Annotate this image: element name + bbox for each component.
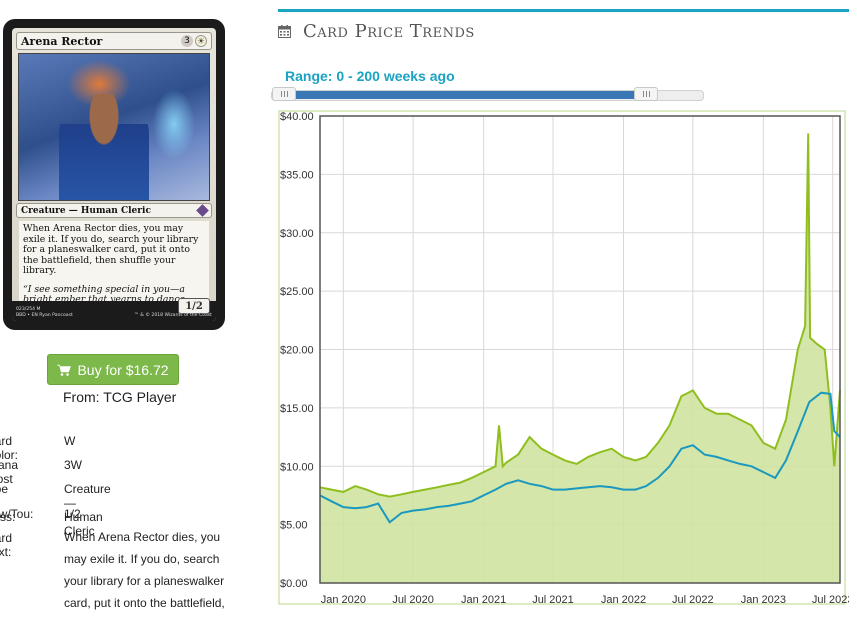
card-name: Arena Rector	[21, 34, 103, 48]
detail-value-type: Creature — Human Cleric	[64, 482, 111, 538]
slider-handle-min[interactable]	[272, 87, 296, 101]
card-collector-info: 023/254 M BBD • EN Ryan Pancoast	[16, 307, 73, 319]
slider-range-fill	[277, 91, 645, 99]
y-tick-label: $40.00	[280, 111, 314, 123]
card-footer: 023/254 M BBD • EN Ryan Pancoast ™ & © 2…	[16, 305, 212, 319]
generic-mana-symbol: 3	[181, 35, 193, 47]
detail-value-mana-cost: 3W	[64, 458, 82, 472]
detail-value-color: W	[64, 434, 76, 448]
x-tick-label: Jan 2022	[601, 594, 646, 606]
x-tick-label: Jan 2020	[321, 594, 366, 606]
set-language: BBD • EN	[16, 313, 38, 318]
y-tick-label: $20.00	[280, 345, 314, 357]
chart-axes: $0.00 $5.00 $10.00 $15.00 $20.00 $25.00 $30.00…	[280, 111, 849, 606]
card-art	[18, 53, 210, 201]
y-tick-label: $30.00	[280, 228, 314, 240]
section-header: Card Price Trends	[278, 21, 475, 42]
card-power-toughness: 1/2	[178, 298, 210, 314]
price-trend-chart: $0.00 $5.00 $10.00 $15.00 $20.00 $25.00 $30.00…	[278, 110, 849, 606]
detail-label-pow-tou: Pow/Tou:	[0, 507, 34, 521]
slider-handle-max[interactable]	[634, 87, 658, 101]
artist-name: Ryan Pancoast	[39, 313, 73, 318]
collector-number: 023/254 M	[16, 307, 41, 312]
x-tick-label: Jul 2020	[392, 594, 434, 606]
card-name-bar: Arena Rector 3 ☀	[16, 32, 212, 50]
series-area-retail	[320, 133, 840, 583]
buy-button-label: Buy for $16.72	[77, 361, 169, 378]
card-footer-bg	[12, 301, 216, 321]
section-title: Card Price Trends	[303, 21, 475, 42]
plot-frame	[319, 115, 841, 584]
card-rules-text: When Arena Rector dies, you may exile it…	[23, 223, 199, 276]
y-tick-label: $5.00	[280, 520, 308, 532]
detail-label-mana-cost: Mana Cost	[0, 458, 19, 486]
set-symbol-icon	[196, 204, 209, 217]
x-tick-label: Jan 2023	[741, 594, 786, 606]
y-tick-label: $0.00	[280, 578, 308, 590]
shopping-cart-icon	[57, 364, 72, 376]
detail-value-pow-tou: 1/2	[64, 507, 81, 521]
chart-outer-border	[278, 110, 846, 605]
x-tick-label: Jul 2022	[672, 594, 714, 606]
white-mana-icon: ☀	[195, 35, 207, 47]
detail-label-type: Type & Class:	[0, 482, 16, 524]
buy-button[interactable]: Buy for $16.72	[47, 354, 179, 385]
detail-label-card-text: Card Text:	[0, 531, 13, 559]
y-tick-label: $25.00	[280, 286, 314, 298]
card-type-bar: Creature — Human Cleric	[16, 203, 212, 218]
range-label: Range: 0 - 200 weeks ago	[285, 68, 455, 84]
series-line-buylist	[319, 391, 841, 524]
chart-series	[319, 133, 841, 583]
section-top-rule	[278, 9, 849, 12]
calendar-icon	[278, 25, 291, 38]
series-line-retail	[319, 133, 841, 498]
range-slider[interactable]	[271, 87, 704, 101]
art-figure	[59, 94, 149, 200]
x-tick-label: Jul 2023	[812, 594, 849, 606]
card-copyright: ™ & © 2018 Wizards of the Coast	[134, 313, 212, 318]
y-tick-label: $35.00	[280, 169, 314, 181]
x-tick-label: Jan 2021	[461, 594, 506, 606]
detail-value-card-text: When Arena Rector dies, you may exile it…	[64, 530, 225, 610]
y-tick-label: $10.00	[280, 461, 314, 473]
x-tick-label: Jul 2021	[532, 594, 574, 606]
card-type-line: Creature — Human Cleric	[21, 205, 151, 216]
card-frame: Arena Rector 3 ☀ Creature — Human Cleric…	[12, 28, 216, 321]
card-text-box: When Arena Rector dies, you may exile it…	[19, 221, 209, 315]
detail-label-color: Card Color:	[0, 434, 19, 462]
y-tick-label: $15.00	[280, 403, 314, 415]
buy-source: From: TCG Player	[63, 389, 177, 405]
card-image: Arena Rector 3 ☀ Creature — Human Cleric…	[3, 19, 225, 330]
card-mana-cost: 3 ☀	[181, 35, 207, 47]
